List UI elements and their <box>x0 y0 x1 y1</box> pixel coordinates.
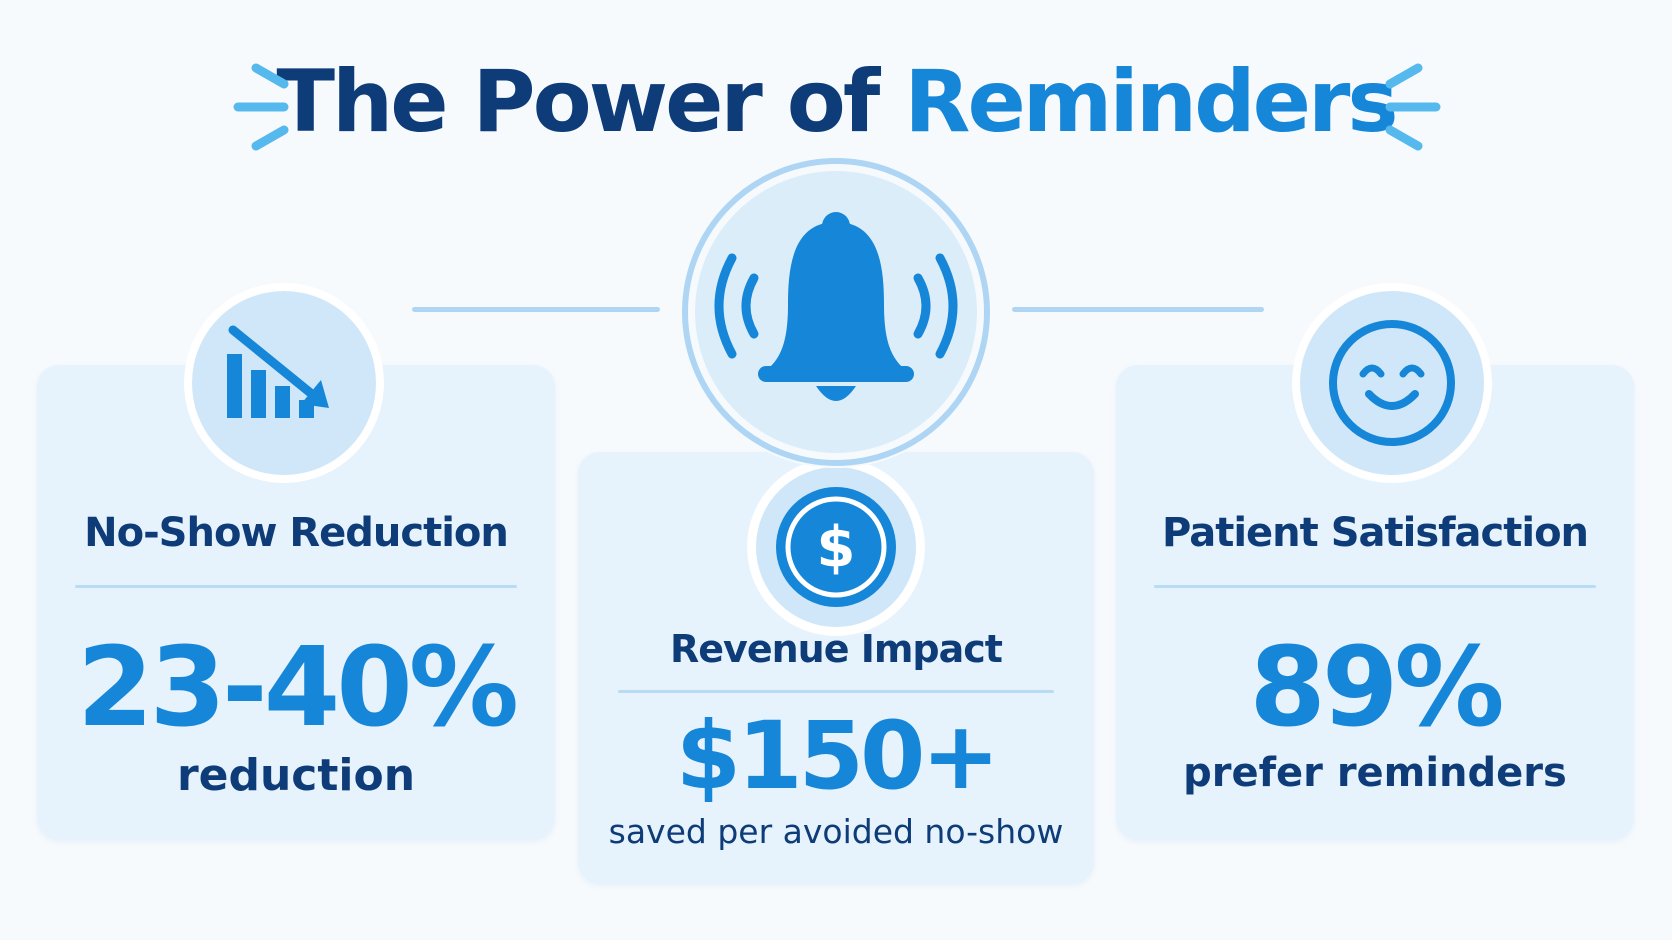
left-sparkle-icon <box>233 63 289 151</box>
title-main: The Power of <box>276 52 880 152</box>
page-title: The Power of Reminders <box>0 42 1672 162</box>
smiley-face-icon <box>1292 283 1492 483</box>
stat-caption: prefer reminders <box>1183 750 1567 796</box>
stat-value: 23-40% <box>76 623 519 751</box>
svg-text:$: $ <box>817 515 856 580</box>
connector-right <box>1012 307 1264 312</box>
stat-value: 89% <box>1249 623 1504 751</box>
connector-left <box>412 307 660 312</box>
stat-caption: saved per avoided no-show <box>608 812 1064 851</box>
trend-down-chart-icon <box>184 283 384 483</box>
stat-value: $150+ <box>675 702 1000 811</box>
ringing-bell-icon <box>680 156 992 468</box>
card-divider <box>1154 585 1596 588</box>
card-title: No-Show Reduction <box>84 510 509 556</box>
card-no-show-reduction: No-Show Reduction 23-40% reduction <box>37 365 555 840</box>
card-divider <box>618 690 1054 693</box>
card-divider <box>75 585 517 588</box>
title-accent: Reminders <box>904 52 1398 152</box>
dollar-coin-icon: $ <box>747 458 925 636</box>
card-title: Patient Satisfaction <box>1161 510 1589 556</box>
right-sparkle-icon <box>1385 63 1441 151</box>
card-patient-satisfaction: Patient Satisfaction 89% prefer reminder… <box>1116 365 1634 840</box>
stat-caption: reduction <box>176 750 416 801</box>
